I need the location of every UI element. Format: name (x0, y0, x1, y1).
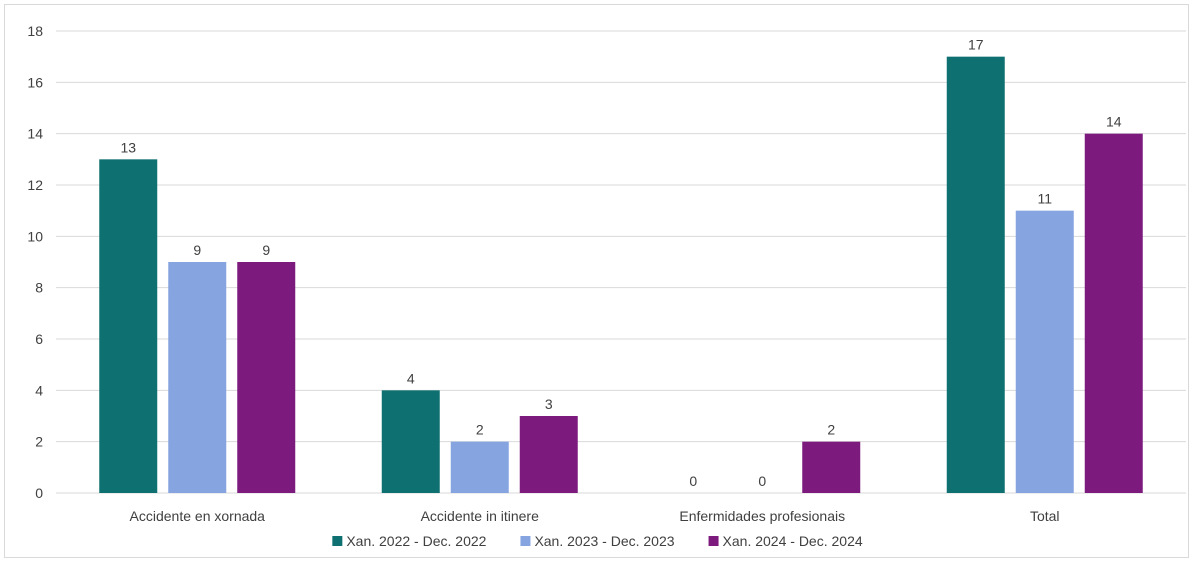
bar (519, 416, 578, 493)
data-label: 9 (193, 242, 201, 258)
legend: Xan. 2022 - Dec. 2022 Xan. 2023 - Dec. 20… (332, 533, 863, 549)
data-label: 2 (476, 422, 484, 438)
y-tick-label: 18 (27, 23, 43, 39)
data-label: 9 (262, 242, 270, 258)
data-labels: 13 9 9 4 2 3 0 0 2 17 11 14 (120, 37, 1121, 489)
data-label: 13 (120, 139, 136, 155)
data-label: 17 (968, 37, 984, 53)
legend-label: Xan. 2022 - Dec. 2022 (346, 533, 486, 549)
bar (99, 159, 158, 494)
category-label: Total (1030, 508, 1060, 524)
bar (1015, 210, 1074, 493)
y-tick-label: 4 (35, 382, 43, 398)
bar (946, 56, 1005, 494)
bar (802, 441, 861, 493)
y-tick-label: 6 (35, 331, 43, 347)
bar (450, 441, 509, 493)
y-axis-ticks: 0 2 4 6 8 10 12 14 16 18 (27, 23, 43, 501)
data-label: 3 (545, 396, 553, 412)
data-label: 11 (1037, 191, 1052, 207)
data-label: 2 (827, 422, 835, 438)
bar (168, 262, 227, 493)
category-label: Accidente in itinere (421, 508, 540, 524)
bar (1084, 133, 1143, 493)
data-label: 0 (758, 473, 766, 489)
chart-frame: 0 2 4 6 8 10 12 14 16 18 13 9 9 4 2 3 0 0 2 17 11 14 Acciden… (4, 4, 1189, 558)
data-label: 14 (1106, 114, 1122, 130)
y-tick-label: 12 (27, 177, 43, 193)
category-label: Accidente en xornada (130, 508, 266, 524)
y-tick-label: 14 (27, 126, 43, 142)
data-label: 0 (689, 473, 697, 489)
y-tick-label: 0 (35, 485, 43, 501)
bar (237, 262, 296, 493)
legend-label: Xan. 2024 - Dec. 2024 (723, 533, 863, 549)
y-tick-label: 8 (35, 280, 43, 296)
bar (381, 390, 440, 493)
category-label: Enfermidades profesionais (679, 508, 845, 524)
bars (99, 56, 1143, 494)
data-label: 4 (407, 370, 415, 386)
x-axis-categories: Accidente en xornada Accidente in itinere… (130, 508, 1060, 524)
y-tick-label: 10 (27, 228, 43, 244)
legend-swatch (708, 536, 719, 546)
bar-chart: 0 2 4 6 8 10 12 14 16 18 13 9 9 4 2 3 0 0 2 17 11 14 Acciden… (27, 23, 1186, 549)
legend-swatch (520, 536, 531, 546)
legend-label: Xan. 2023 - Dec. 2023 (534, 533, 674, 549)
y-tick-label: 16 (27, 74, 43, 90)
y-tick-label: 2 (35, 434, 43, 450)
legend-swatch (332, 536, 343, 546)
